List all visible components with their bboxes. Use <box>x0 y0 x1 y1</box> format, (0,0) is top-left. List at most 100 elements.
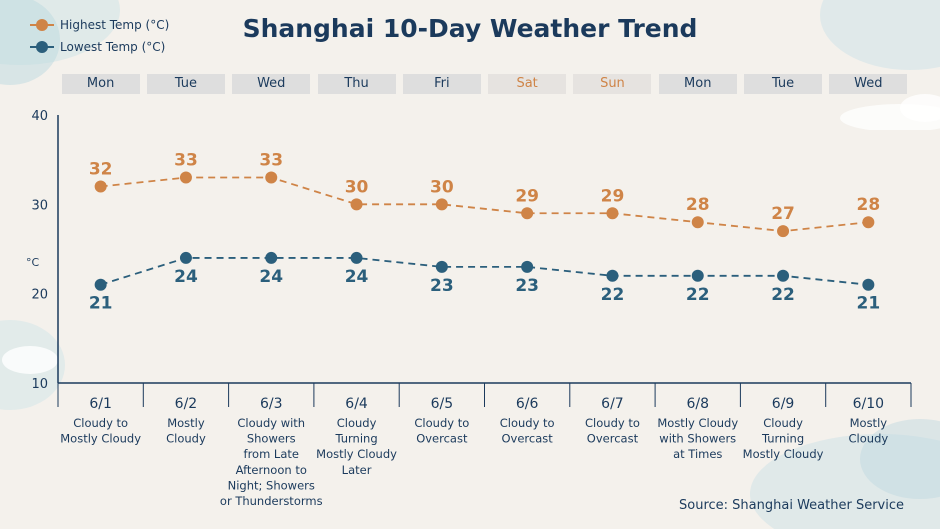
data-point-low-7 <box>606 269 619 282</box>
weekday-label-7: Sun <box>573 74 652 94</box>
forecast-desc-4-line-4: Later <box>342 463 372 477</box>
series-line-high <box>100 176 869 233</box>
data-label-low-9: 22 <box>771 285 795 305</box>
legend-label-high: Highest Temp (°C) <box>60 18 170 32</box>
data-label-high-2: 33 <box>174 151 198 171</box>
weekday-label-2: Tue <box>146 74 225 94</box>
source-credit: Source: Shanghai Weather Service <box>679 498 904 513</box>
data-label-low-3: 24 <box>259 267 283 287</box>
weekday-label-4: Thu <box>317 74 396 94</box>
forecast-desc-9-line-1: Cloudy <box>763 416 803 430</box>
legend-swatch-low <box>30 41 54 53</box>
y-tick-label-10: 10 <box>31 377 48 392</box>
data-label-high-5: 30 <box>430 177 454 197</box>
data-point-low-8 <box>691 269 704 282</box>
data-point-high-8 <box>691 216 704 229</box>
data-label-low-1: 21 <box>89 294 113 314</box>
forecast-desc-4-line-1: Cloudy <box>337 416 377 430</box>
data-point-high-4 <box>350 198 363 211</box>
data-point-high-2 <box>179 171 192 184</box>
forecast-date-5: 6/5 <box>431 396 454 412</box>
data-label-high-8: 28 <box>686 195 710 215</box>
data-label-low-6: 23 <box>515 276 539 296</box>
data-label-low-5: 23 <box>430 276 454 296</box>
forecast-desc-1-line-2: Mostly Cloudy <box>60 432 141 446</box>
forecast-date-4: 6/4 <box>345 396 368 412</box>
data-point-low-5 <box>435 260 448 273</box>
data-label-low-10: 21 <box>857 294 881 314</box>
forecast-desc-8-line-2: with Showers <box>659 432 736 446</box>
forecast-desc-8-line-3: at Times <box>673 447 722 461</box>
weekday-label-10: Wed <box>829 74 908 94</box>
legend-swatch-high <box>30 19 54 31</box>
weekday-label-6: Sat <box>488 74 567 94</box>
data-point-high-10 <box>862 216 875 229</box>
forecast-date-9: 6/9 <box>772 396 795 412</box>
forecast-date-7: 6/7 <box>601 396 624 412</box>
data-point-high-5 <box>435 198 448 211</box>
data-point-low-3 <box>265 251 278 264</box>
forecast-date-2: 6/2 <box>175 396 198 412</box>
forecast-date-8: 6/8 <box>686 396 709 412</box>
forecast-desc-8-line-1: Mostly Cloudy <box>657 416 738 430</box>
forecast-desc-1-line-1: Cloudy to <box>73 416 128 430</box>
weekday-label-9: Tue <box>744 74 823 94</box>
forecast-date-6: 6/6 <box>516 396 539 412</box>
data-point-high-3 <box>265 171 278 184</box>
forecast-desc-3-line-3: from Late <box>244 447 299 461</box>
data-point-low-10 <box>862 278 875 291</box>
data-point-low-1 <box>94 278 107 291</box>
forecast-desc-7-line-1: Cloudy to <box>585 416 640 430</box>
forecast-desc-6-line-1: Cloudy to <box>500 416 555 430</box>
data-point-low-4 <box>350 251 363 264</box>
weekday-label-5: Fri <box>402 74 481 94</box>
forecast-desc-3-line-5: Night; Showers <box>228 478 315 492</box>
data-label-low-7: 22 <box>601 285 625 305</box>
forecast-desc-2-line-2: Cloudy <box>166 432 206 446</box>
y-tick-label-20: 20 <box>31 288 48 303</box>
data-point-high-6 <box>521 207 534 220</box>
forecast-desc-3-line-1: Cloudy with <box>237 416 305 430</box>
forecast-desc-9-line-3: Mostly Cloudy <box>743 447 824 461</box>
chart-title: Shanghai 10-Day Weather Trend <box>242 14 698 43</box>
forecast-desc-5-line-2: Overcast <box>416 432 468 446</box>
legend: Highest Temp (°C) Lowest Temp (°C) <box>30 14 169 58</box>
data-label-low-2: 24 <box>174 267 198 287</box>
forecast-desc-3-line-6: or Thunderstorms <box>220 494 323 508</box>
data-label-high-3: 33 <box>259 151 283 171</box>
forecast-desc-10-line-1: Mostly <box>850 416 888 430</box>
data-label-low-4: 24 <box>345 267 369 287</box>
data-point-low-2 <box>179 251 192 264</box>
forecast-desc-5-line-1: Cloudy to <box>414 416 469 430</box>
data-label-high-1: 32 <box>89 159 113 179</box>
legend-item-high: Highest Temp (°C) <box>30 14 169 36</box>
data-point-low-6 <box>521 260 534 273</box>
y-tick-label-40: 40 <box>31 109 48 124</box>
data-label-high-4: 30 <box>345 177 369 197</box>
data-label-high-10: 28 <box>857 195 881 215</box>
y-tick-label-30: 30 <box>31 198 48 213</box>
data-label-high-6: 29 <box>515 186 539 206</box>
data-point-low-9 <box>777 269 790 282</box>
data-label-high-7: 29 <box>601 186 625 206</box>
weekday-header-row: Mon Tue Wed Thu Fri Sat Sun Mon Tue Wed <box>0 74 940 96</box>
forecast-desc-7-line-2: Overcast <box>587 432 639 446</box>
forecast-date-10: 6/10 <box>853 396 884 412</box>
weekday-label-8: Mon <box>658 74 737 94</box>
legend-label-low: Lowest Temp (°C) <box>60 40 166 54</box>
forecast-desc-9-line-2: Turning <box>761 432 804 446</box>
data-label-high-9: 27 <box>771 204 795 224</box>
forecast-desc-3-line-2: Showers <box>247 432 296 446</box>
weekday-label-3: Wed <box>232 74 311 94</box>
forecast-desc-3-line-4: Afternoon to <box>236 463 307 477</box>
data-label-low-8: 22 <box>686 285 710 305</box>
forecast-desc-6-line-2: Overcast <box>502 432 554 446</box>
weekday-label-1: Mon <box>61 74 140 94</box>
y-axis-unit-label: °C <box>26 256 40 269</box>
forecast-date-1: 6/1 <box>89 396 112 412</box>
legend-item-low: Lowest Temp (°C) <box>30 36 169 58</box>
forecast-desc-2-line-1: Mostly <box>167 416 205 430</box>
data-point-high-9 <box>777 225 790 238</box>
forecast-date-3: 6/3 <box>260 396 283 412</box>
